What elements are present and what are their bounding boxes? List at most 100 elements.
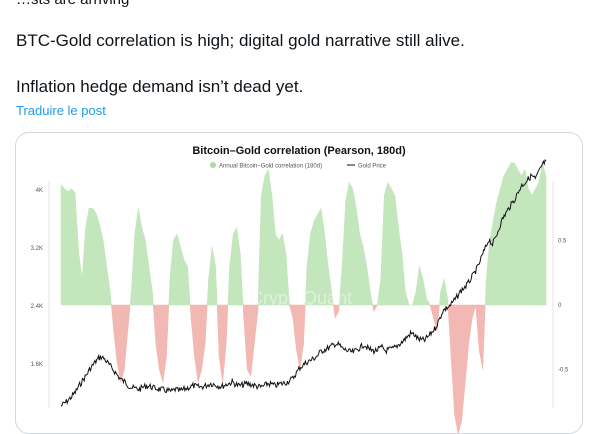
correlation-positive-segment <box>261 176 265 305</box>
correlation-positive-segment <box>65 189 69 305</box>
correlation-negative-segment <box>166 305 168 357</box>
correlation-positive-segment <box>149 266 153 305</box>
correlation-positive-segment <box>398 228 402 305</box>
correlation-positive-segment <box>391 189 395 305</box>
correlation-negative-segment <box>217 305 219 357</box>
legend-correlation-label: Annual Bitcoin–Gold correlation (180d) <box>219 164 322 170</box>
correlation-positive-segment <box>441 279 445 305</box>
correlation-positive-segment <box>177 234 181 305</box>
right-axis-ticks: 0.5 0 -0.5 <box>558 239 569 374</box>
correlation-positive-segment <box>180 247 184 305</box>
chart-plot-area: CryptoQuant <box>49 160 553 433</box>
correlation-positive-segment <box>138 208 142 305</box>
correlation-positive-segment <box>493 202 497 305</box>
correlation-negative-segment <box>300 305 304 370</box>
correlation-positive-segment <box>542 163 546 305</box>
correlation-positive-segment <box>75 193 79 305</box>
correlation-positive-segment <box>268 170 272 305</box>
correlation-chart: Bitcoin–Gold correlation (Pearson, 180d)… <box>16 133 582 433</box>
correlation-positive-segment <box>212 247 216 305</box>
correlation-negative-segment <box>202 305 206 370</box>
correlation-negative-segment <box>296 305 300 370</box>
post-paragraph-2: Inflation hedge demand isn’t dead yet. <box>16 76 576 98</box>
correlation-negative-segment <box>483 305 486 370</box>
correlation-positive-segment <box>170 241 174 306</box>
correlation-negative-segment <box>465 305 469 382</box>
correlation-negative-segment <box>469 305 473 344</box>
legend-gold-label: Gold Price <box>358 164 387 170</box>
right-axis-tick-label: -0.5 <box>558 368 569 374</box>
chart-title: Bitcoin–Gold correlation (Pearson, 180d) <box>192 145 406 157</box>
correlation-positive-segment <box>184 260 188 305</box>
correlation-negative-segment <box>195 305 199 382</box>
correlation-negative-segment <box>304 305 306 344</box>
correlation-positive-segment <box>525 170 529 305</box>
correlation-positive-segment <box>356 208 360 305</box>
left-axis-tick-label: 3.2K <box>31 246 43 252</box>
correlation-positive-segment <box>521 170 525 305</box>
correlation-negative-segment <box>462 305 466 421</box>
legend-correlation-swatch <box>210 162 216 168</box>
correlation-positive-segment <box>504 170 508 305</box>
correlation-positive-segment <box>72 189 76 305</box>
correlation-positive-segment <box>423 279 427 305</box>
left-axis-tick-label: 2.4K <box>31 304 43 310</box>
correlation-positive-segment <box>511 163 515 305</box>
correlation-positive-segment <box>402 253 406 305</box>
correlation-negative-segment <box>205 305 207 344</box>
chart-watermark: CryptoQuant <box>250 288 352 308</box>
correlation-negative-segment <box>455 305 459 433</box>
right-axis-tick-label: 0 <box>558 303 562 309</box>
correlation-positive-segment <box>107 266 111 305</box>
correlation-positive-segment <box>486 241 490 306</box>
correlation-positive-segment <box>173 234 177 305</box>
correlation-positive-segment <box>363 247 367 305</box>
right-axis-tick-label: 0.5 <box>558 239 567 245</box>
correlation-positive-segment <box>427 299 431 305</box>
clipped-previous-line: …sts are arriving <box>16 0 129 8</box>
correlation-negative-segment <box>111 305 113 331</box>
correlation-positive-segment <box>240 253 243 305</box>
post-media-card[interactable]: Bitcoin–Gold correlation (Pearson, 180d)… <box>15 132 583 434</box>
left-axis-tick-label: 1.6K <box>31 362 43 368</box>
correlation-negative-segment <box>128 305 130 331</box>
correlation-positive-segment <box>135 208 139 305</box>
correlation-positive-segment <box>100 225 104 305</box>
correlation-positive-segment <box>209 247 213 305</box>
correlation-negative-segment <box>472 305 476 318</box>
correlation-positive-segment <box>96 213 100 305</box>
left-axis-ticks: 4K3.2K2.4K1.6K <box>31 188 43 368</box>
correlation-negative-segment <box>476 305 480 350</box>
correlation-positive-segment <box>82 228 86 305</box>
correlation-positive-segment <box>405 292 409 305</box>
correlation-negative-segment <box>293 305 297 350</box>
correlation-positive-segment <box>68 189 72 305</box>
correlation-negative-segment <box>254 305 258 344</box>
correlation-positive-segment <box>419 266 423 305</box>
correlation-negative-segment <box>247 305 251 376</box>
translate-post-link[interactable]: Traduire le post <box>16 103 106 118</box>
correlation-negative-segment <box>251 305 255 376</box>
correlation-negative-segment <box>117 305 121 382</box>
correlation-negative-segment <box>479 305 483 370</box>
correlation-negative-segment <box>451 305 455 415</box>
correlation-positive-segment <box>528 189 532 305</box>
correlation-positive-segment <box>490 221 494 305</box>
correlation-positive-segment <box>384 182 388 305</box>
correlation-positive-segment <box>500 176 504 305</box>
correlation-negative-segment <box>448 305 451 357</box>
correlation-positive-segment <box>370 292 372 305</box>
correlation-negative-segment <box>223 305 227 382</box>
correlation-negative-segment <box>124 305 128 370</box>
correlation-negative-segment <box>191 305 195 357</box>
correlation-negative-segment <box>374 305 378 311</box>
correlation-positive-segment <box>395 195 399 305</box>
chart-legend: Annual Bitcoin–Gold correlation (180d) G… <box>210 162 387 170</box>
correlation-positive-segment <box>152 292 153 305</box>
correlation-positive-segment <box>346 182 350 305</box>
correlation-negative-segment <box>163 305 167 382</box>
correlation-positive-segment <box>86 208 90 305</box>
correlation-negative-segment <box>458 305 462 433</box>
correlation-positive-segment <box>237 228 241 305</box>
correlation-positive-segment <box>265 170 269 305</box>
